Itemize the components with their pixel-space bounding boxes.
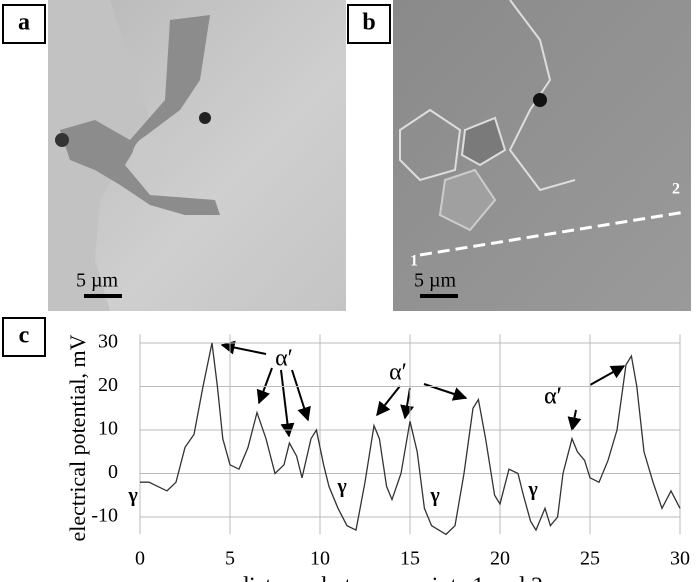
annotation: α′	[275, 346, 293, 372]
annotation: α′	[544, 384, 562, 410]
y-axis-label: electrical potential, mV	[65, 334, 90, 541]
panel-label: c	[19, 323, 30, 349]
arrows	[220, 340, 626, 438]
scale-label: 5 µm	[76, 270, 119, 292]
point-label: 2	[672, 181, 680, 198]
annotation: γ	[429, 485, 440, 507]
y-tick-label: 10	[98, 418, 118, 440]
y-tick-label: 30	[98, 331, 118, 353]
data-line	[140, 342, 681, 536]
x-tick-label: 20	[490, 548, 510, 570]
x-tick-label: 25	[580, 548, 600, 570]
x-tick-label: 0	[135, 548, 145, 570]
annotation: γ	[127, 485, 138, 507]
x-tick-label: 30	[670, 548, 690, 570]
panel-label: b	[362, 10, 375, 36]
y-tick-label: 0	[108, 461, 118, 483]
y-tick-label: -10	[91, 505, 118, 527]
x-tick-label: 5	[225, 548, 235, 570]
micrograph-b: 1 2	[393, 0, 691, 311]
annotation: γ	[527, 479, 538, 501]
label-box	[347, 4, 391, 44]
x-axis-label: distance between points 1 and 2	[237, 574, 543, 582]
x-tick-label: 10	[310, 548, 330, 570]
x-tick-label: 15	[400, 548, 420, 570]
annotation: γ	[336, 476, 347, 498]
label-box	[2, 317, 46, 357]
scale-label: 5 µm	[414, 270, 457, 292]
y-tick-label: 20	[98, 374, 118, 396]
label-box	[2, 4, 46, 44]
panel-label: a	[18, 10, 30, 36]
annotation: α′	[389, 360, 407, 386]
point-label: 1	[410, 253, 418, 270]
micrograph-a	[48, 0, 346, 311]
annotation: α′	[544, 384, 562, 410]
